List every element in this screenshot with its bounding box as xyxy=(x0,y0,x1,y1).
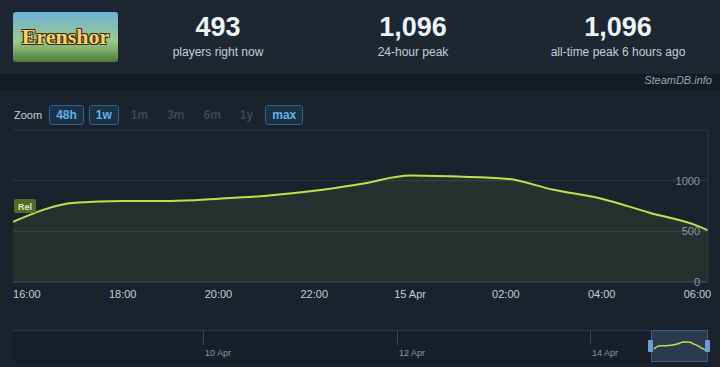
html-text:Zoom: Zoom xyxy=(14,109,43,121)
svg-text:Rel: Rel xyxy=(18,202,32,212)
svg-text:1000: 1000 xyxy=(676,175,700,187)
html-text:14 Apr: 14 Apr xyxy=(592,348,618,358)
svg-text:18:00: 18:00 xyxy=(109,288,137,300)
html-text:1,096: 1,096 xyxy=(584,12,652,42)
svg-text:16:00: 16:00 xyxy=(13,288,41,300)
html-text:493: 493 xyxy=(195,12,241,42)
svg-text:0: 0 xyxy=(694,276,700,288)
html-text:1m: 1m xyxy=(130,108,149,122)
svg-text:500: 500 xyxy=(682,225,700,237)
svg-text:02:00: 02:00 xyxy=(492,288,520,300)
svg-text:15 Apr: 15 Apr xyxy=(394,288,426,300)
svg-text:06:00: 06:00 xyxy=(684,288,712,300)
html-text:6m: 6m xyxy=(203,108,221,122)
html-text:3m: 3m xyxy=(167,108,185,122)
html-text:1y: 1y xyxy=(239,108,254,122)
html-text:players right now: players right now xyxy=(172,45,264,59)
html-text:10 Apr: 10 Apr xyxy=(205,348,231,358)
html-text:Erenshor: Erenshor xyxy=(21,24,110,49)
html-text:1,096: 1,096 xyxy=(379,12,447,42)
html-text:SteamDB.info: SteamDB.info xyxy=(644,74,712,86)
html-text:all-time peak 6 hours ago: all-time peak 6 hours ago xyxy=(550,45,686,59)
html-text:24-hour peak: 24-hour peak xyxy=(377,45,449,59)
svg-text:22:00: 22:00 xyxy=(301,288,329,300)
html-text:1w: 1w xyxy=(95,108,112,122)
html-text:48h: 48h xyxy=(56,108,77,122)
html-text:max: max xyxy=(272,108,297,122)
svg-text:04:00: 04:00 xyxy=(588,288,616,300)
html-text:12 Apr: 12 Apr xyxy=(399,348,425,358)
svg-text:20:00: 20:00 xyxy=(205,288,233,300)
